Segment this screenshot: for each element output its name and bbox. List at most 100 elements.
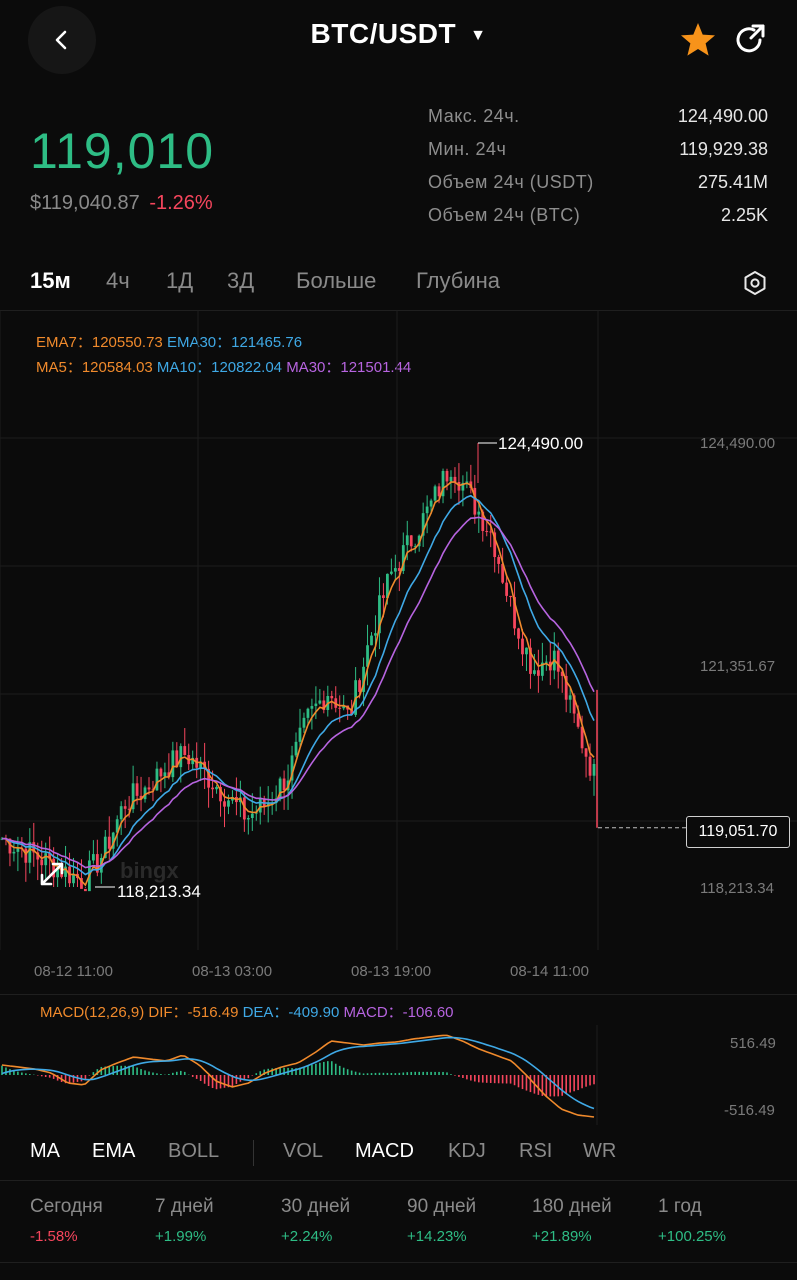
candle-body xyxy=(401,545,405,571)
perf-value: -1.58% xyxy=(30,1228,78,1245)
dea-line xyxy=(1,1036,595,1110)
tab-1d[interactable]: 1Д xyxy=(166,268,194,293)
candle-body xyxy=(171,750,175,778)
settings-icon[interactable] xyxy=(742,270,768,296)
tab-15m[interactable]: 15м xyxy=(30,268,71,293)
candle-body xyxy=(350,709,354,715)
tab-more[interactable]: Больше xyxy=(296,268,377,293)
candle-body xyxy=(302,717,306,728)
timeframe-tabs: 15м 4ч 1Д 3Д Больше Глубина xyxy=(0,268,797,304)
perf-label: Сегодня xyxy=(30,1196,103,1217)
perf-7d: 7 дней +1.99% xyxy=(155,1196,214,1245)
candle-body xyxy=(52,858,56,878)
usd-price: $119,040.87 -1.26% xyxy=(30,192,213,215)
candle-body xyxy=(155,768,159,791)
indicator-wr[interactable]: WR xyxy=(583,1140,617,1162)
stat-low: Мин. 24ч 119,929.38 xyxy=(428,133,768,166)
star-icon[interactable] xyxy=(678,20,718,60)
candle-body xyxy=(306,708,310,718)
macd-chart[interactable] xyxy=(0,1025,797,1125)
indicator-kdj[interactable]: KDJ xyxy=(448,1140,486,1162)
indicator-vol[interactable]: VOL xyxy=(283,1140,324,1162)
candle-body xyxy=(497,557,501,564)
indicator-rsi[interactable]: RSI xyxy=(519,1140,553,1162)
candle-body xyxy=(127,808,131,810)
indicator-boll[interactable]: BOLL xyxy=(168,1140,220,1162)
candle-body xyxy=(465,481,469,483)
ema30-value: EMA30：121465.76 xyxy=(166,334,303,351)
candle-body xyxy=(592,763,596,776)
last-price: 119,010 xyxy=(30,123,215,179)
candle-body xyxy=(111,832,115,849)
perf-1y: 1 год +100.25% xyxy=(658,1196,726,1245)
divider xyxy=(0,310,797,311)
candle-body xyxy=(338,707,342,709)
candle-body xyxy=(163,772,167,777)
pair-selector[interactable]: BTC/USDT ▼ xyxy=(0,18,797,50)
candle-body xyxy=(294,741,298,756)
perf-value: +1.99% xyxy=(155,1228,207,1245)
candle-body xyxy=(393,568,397,572)
candle-body xyxy=(278,778,282,799)
indicator-ema[interactable]: EMA xyxy=(92,1140,136,1162)
perf-value: +100.25% xyxy=(658,1228,726,1245)
candle-body xyxy=(107,836,111,849)
stat-label: Объем 24ч (USDT) xyxy=(428,172,594,192)
candle-body xyxy=(536,670,540,676)
usd-value: $119,040.87 xyxy=(30,192,140,214)
macd-params: MACD(12,26,9) xyxy=(40,1004,145,1021)
candle-body xyxy=(310,706,314,709)
candle-body xyxy=(231,796,234,801)
separator xyxy=(253,1140,254,1166)
candle-body xyxy=(135,783,139,796)
candle-body xyxy=(258,798,262,813)
candle-body xyxy=(429,500,433,507)
perf-value: +2.24% xyxy=(281,1228,333,1245)
indicator-macd[interactable]: MACD xyxy=(355,1140,414,1162)
candle-body xyxy=(358,680,361,692)
indicator-tabs: MA EMA BOLL VOL MACD KDJ RSI WR xyxy=(0,1126,797,1180)
candle-body xyxy=(207,768,210,788)
share-icon[interactable] xyxy=(730,20,770,60)
candle-body xyxy=(374,633,377,636)
stat-label: Объем 24ч (BTC) xyxy=(428,205,581,225)
candle-body xyxy=(389,571,393,574)
candle-body xyxy=(36,852,40,860)
ma-legend: MA5：120584.03 MA10：120822.04 MA30：121501… xyxy=(36,356,411,377)
divider xyxy=(0,1262,797,1263)
candle-body xyxy=(227,800,230,807)
candle-body xyxy=(386,573,389,599)
candlestick-chart[interactable] xyxy=(0,310,797,950)
candle-body xyxy=(576,713,580,727)
performance-row: Сегодня -1.58% 7 дней +1.99% 30 дней +2.24%… xyxy=(0,1180,797,1260)
candle-body xyxy=(544,661,548,663)
stat-value: 119,929.38 xyxy=(679,139,768,159)
candle-body xyxy=(242,797,246,820)
candle-body xyxy=(223,801,226,807)
divider xyxy=(0,1180,797,1181)
tab-depth[interactable]: Глубина xyxy=(416,268,501,293)
indicator-ma[interactable]: MA xyxy=(30,1140,60,1162)
candle-body xyxy=(505,582,508,596)
candle-body xyxy=(362,666,365,692)
candle-body xyxy=(16,848,20,852)
back-button[interactable] xyxy=(28,6,96,74)
change-percent: -1.26% xyxy=(149,192,213,214)
expand-icon[interactable] xyxy=(38,860,66,888)
perf-value: +14.23% xyxy=(407,1228,467,1245)
candle-body xyxy=(453,476,457,482)
caret-down-icon: ▼ xyxy=(470,26,487,44)
candle-body xyxy=(147,787,151,790)
candle-body xyxy=(437,486,441,497)
tab-3d[interactable]: 3Д xyxy=(227,268,255,293)
ema7-value: EMA7：120550.73 xyxy=(36,334,163,351)
y-axis-label: 124,490.00 xyxy=(700,435,776,452)
perf-label: 90 дней xyxy=(407,1196,477,1217)
candle-body xyxy=(48,853,52,859)
stat-label: Макс. 24ч. xyxy=(428,106,520,126)
macd-legend: MACD(12,26,9) DIF：-516.49 DEA：-409.90 MA… xyxy=(40,1001,454,1022)
ma30-value: MA30：121501.44 xyxy=(286,359,412,376)
candle-body xyxy=(318,700,322,704)
tab-4h[interactable]: 4ч xyxy=(106,268,130,293)
candle-body xyxy=(564,675,568,700)
